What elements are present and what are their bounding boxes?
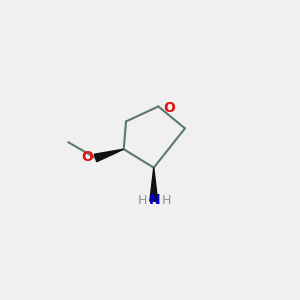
Polygon shape bbox=[94, 149, 124, 162]
Polygon shape bbox=[150, 168, 158, 201]
Text: N: N bbox=[148, 193, 160, 207]
Text: O: O bbox=[81, 150, 93, 164]
Text: H: H bbox=[161, 194, 171, 207]
Text: O: O bbox=[164, 101, 175, 115]
Text: H: H bbox=[137, 194, 147, 207]
